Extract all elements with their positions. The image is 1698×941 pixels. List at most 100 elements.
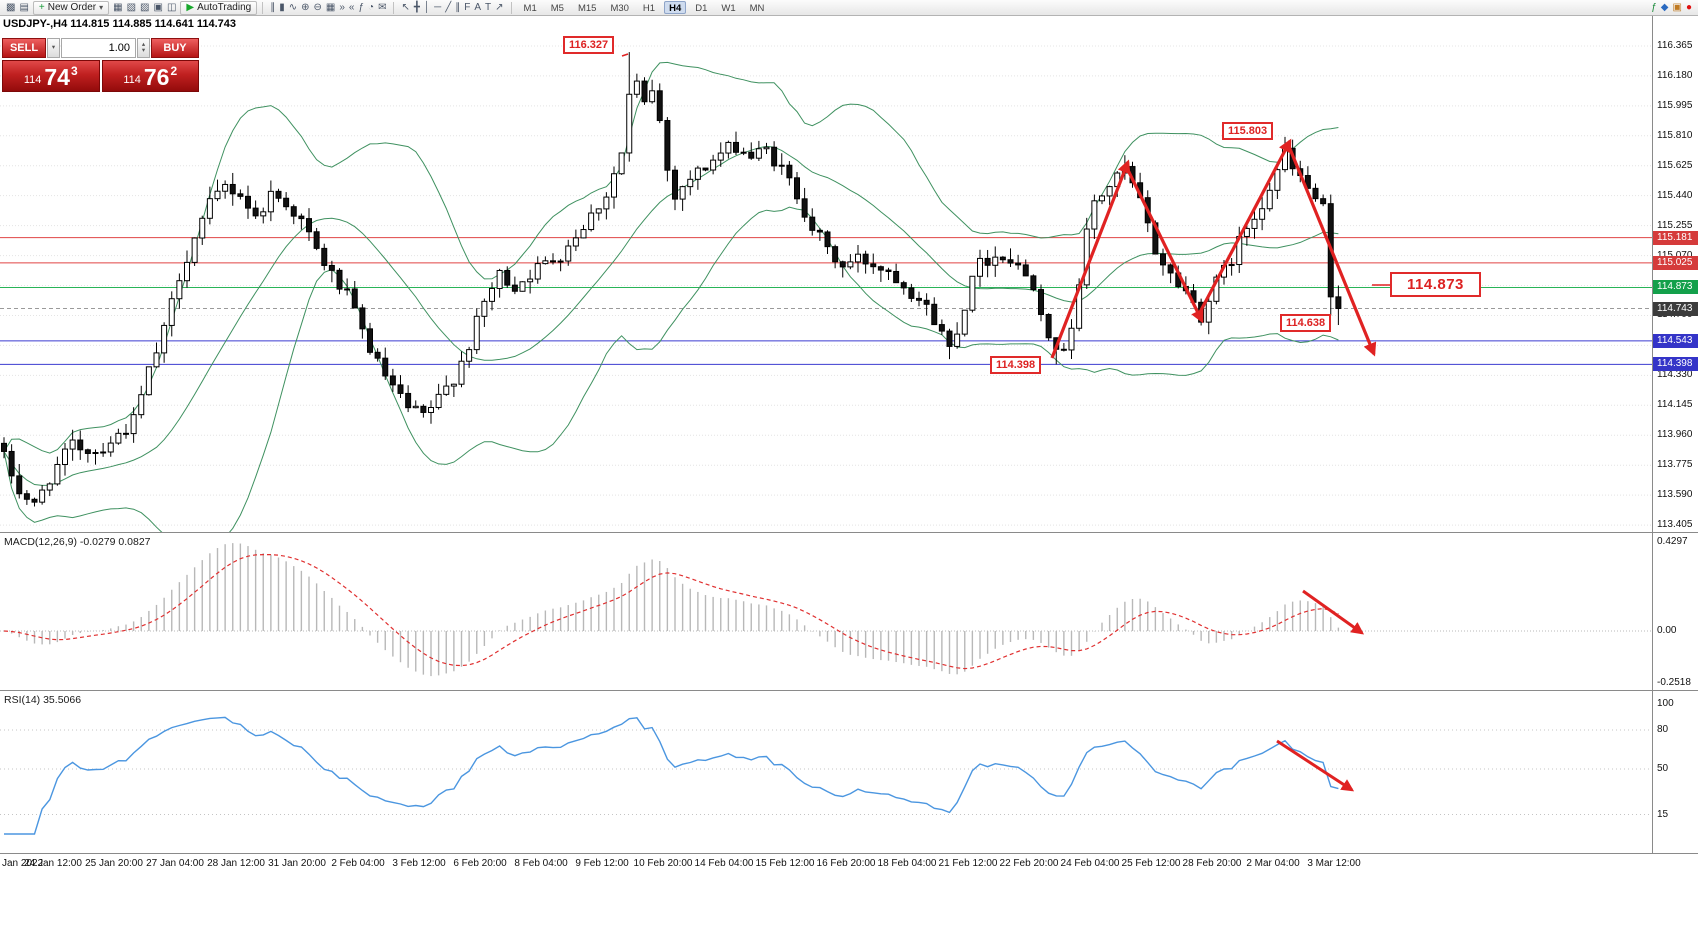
volume-increase-icon[interactable]: ▴ <box>141 41 146 48</box>
candles-layer <box>1 52 1342 507</box>
time-axis: Jan 2022 24 Jan 12:00 25 Jan 20:00 27 Jan 0… <box>0 853 1698 875</box>
price-annotation[interactable]: 114.398 <box>990 356 1042 374</box>
sell-options-caret[interactable]: ▾ <box>47 38 60 58</box>
chart-panel: USDJPY-,H4 114.815 114.885 114.641 114.7… <box>0 16 1698 532</box>
time-axis-label: 16 Feb 20:00 <box>816 858 876 869</box>
candlestick-chart-icon[interactable]: ▮ <box>279 1 285 13</box>
price-axis-label: 115.070 <box>1657 250 1692 262</box>
rsi-axis-label: 100 <box>1657 698 1674 709</box>
templates-icon[interactable]: ✉ <box>378 1 387 13</box>
timeframe-M5[interactable]: M5 <box>550 3 564 14</box>
time-axis-label: 24 Jan 12:00 <box>24 858 82 869</box>
price-axis-label: 113.405 <box>1657 519 1693 531</box>
market-watch-icon[interactable]: ▦ <box>113 1 123 13</box>
macd-panel: MACD(12,26,9) -0.0279 0.0827 0.4297 0.00 -… <box>0 532 1698 690</box>
time-axis-label: 25 Feb 12:00 <box>1121 858 1181 869</box>
macd-chart[interactable] <box>0 533 1652 690</box>
data-window-icon[interactable]: ▧ <box>126 1 137 13</box>
channel-icon[interactable]: ∥ <box>455 1 461 13</box>
price-annotation[interactable]: 114.638 <box>1280 314 1332 332</box>
price-annotation[interactable]: 114.873 <box>1390 272 1481 297</box>
fibonacci-icon[interactable]: F <box>464 1 471 13</box>
chart-ohlc-readout: USDJPY-,H4 114.815 114.885 114.641 114.7… <box>3 18 237 30</box>
caret-down-icon: ▾ <box>51 44 56 51</box>
bollinger-bands-layer <box>3 61 1339 532</box>
buy-price-display[interactable]: 114 76 2 <box>101 60 199 92</box>
buy-button[interactable]: BUY <box>151 38 199 58</box>
strategy-tester-icon[interactable]: ◫ <box>166 1 177 13</box>
time-axis-label: 2 Feb 04:00 <box>331 858 385 869</box>
chart-profiles-icon[interactable]: ▤ <box>19 1 29 13</box>
vertical-line-icon[interactable]: │ <box>423 1 431 13</box>
volume-input[interactable]: 1.00 <box>61 38 136 58</box>
chart-shift-icon[interactable]: « <box>348 1 355 13</box>
autotrading-button[interactable]: ▶ AutoTrading <box>180 0 258 15</box>
macd-histogram-layer <box>10 543 1340 677</box>
new-order-button[interactable]: + New Order ▾ <box>32 0 110 15</box>
time-axis-label: 21 Feb 12:00 <box>938 858 998 869</box>
autotrading-label: AutoTrading <box>197 2 252 13</box>
time-axis-label: 9 Feb 12:00 <box>575 858 629 869</box>
auto-scroll-icon[interactable]: » <box>339 1 345 13</box>
time-axis-label: 14 Feb 04:00 <box>694 858 754 869</box>
price-axis-tag: 115.181 <box>1653 230 1698 245</box>
line-chart-icon[interactable]: ∿ <box>288 1 298 13</box>
price-annotation[interactable]: 115.803 <box>1222 122 1274 140</box>
grid-layer <box>0 45 1652 526</box>
timeframe-H1[interactable]: H1 <box>642 3 656 14</box>
cursor-icon[interactable]: ↖ <box>401 1 410 13</box>
macd-trend-arrow <box>1302 589 1365 635</box>
bar-chart-icon[interactable]: ∥ <box>270 1 276 13</box>
text-icon[interactable]: A <box>474 1 482 13</box>
horizontal-line-icon[interactable]: ─ <box>434 1 442 13</box>
rsi-axis-label: 15 <box>1657 808 1669 820</box>
zoom-out-icon[interactable]: ⊖ <box>313 1 322 13</box>
trendline-icon[interactable]: ╱ <box>445 1 452 13</box>
record-icon[interactable]: ● <box>1685 1 1692 13</box>
rsi-axis-label: 50 <box>1657 763 1669 774</box>
time-axis-label: Jan 2022 <box>2 858 44 869</box>
time-axis-label: 27 Jan 04:00 <box>146 858 204 869</box>
timeframe-M15[interactable]: M15 <box>577 3 597 14</box>
timeframe-H4[interactable]: H4 <box>664 1 687 14</box>
alerts-icon[interactable]: ◆ <box>1660 1 1669 13</box>
timeframe-W1[interactable]: W1 <box>721 3 736 14</box>
new-chart-icon[interactable]: ▩ <box>6 1 16 13</box>
indicator-list-icon[interactable]: ƒ <box>1651 1 1657 13</box>
buy-price-prefix: 114 <box>123 74 141 86</box>
price-annotation[interactable]: 116.327 <box>563 36 615 54</box>
price-axis-label: 116.365 <box>1657 39 1693 51</box>
price-axis-label: 116.180 <box>1657 69 1693 81</box>
news-icon[interactable]: ▣ <box>1672 1 1682 13</box>
navigator-icon[interactable]: ▨ <box>140 1 150 13</box>
zoom-in-icon[interactable]: ⊕ <box>301 1 310 13</box>
price-axis-label: 113.590 <box>1657 489 1693 501</box>
terminal-icon[interactable]: ▣ <box>153 1 163 13</box>
volume-spinner[interactable]: ▴ ▾ <box>137 38 150 58</box>
new-order-label: New Order <box>47 2 97 13</box>
rsi-chart[interactable] <box>0 691 1652 853</box>
toolbar-separator <box>393 1 395 14</box>
sell-price-display[interactable]: 114 74 3 <box>2 60 100 92</box>
timeframe-D1[interactable]: D1 <box>695 3 708 14</box>
timeframe-M30[interactable]: M30 <box>610 3 629 14</box>
indicators-icon[interactable]: ƒ <box>358 1 365 13</box>
sell-price-point: 3 <box>70 64 78 78</box>
text-label-icon[interactable]: T <box>485 1 492 13</box>
price-axis-tag: 114.873 <box>1653 280 1698 295</box>
rsi-panel: RSI(14) 35.5066 100 80 50 15 <box>0 690 1698 853</box>
tile-windows-icon[interactable]: ▦ <box>325 1 336 13</box>
time-axis-label: 2 Mar 04:00 <box>1246 858 1300 869</box>
sell-button[interactable]: SELL <box>2 38 46 58</box>
time-axis-label: 25 Jan 20:00 <box>85 858 143 869</box>
timeframe-M1[interactable]: M1 <box>523 3 537 14</box>
periods-icon[interactable]: ◔ <box>368 1 375 13</box>
timeframe-MN[interactable]: MN <box>749 3 765 14</box>
arrows-icon[interactable]: ↗ <box>495 1 504 13</box>
time-axis-label: 6 Feb 20:00 <box>453 858 507 869</box>
toolbar-file-group: ▩ ▤ <box>4 1 31 15</box>
time-axis-label: 28 Jan 12:00 <box>207 858 265 869</box>
volume-decrease-icon[interactable]: ▾ <box>141 47 146 54</box>
crosshair-icon[interactable]: ╋ <box>413 1 420 13</box>
price-chart[interactable] <box>0 16 1652 532</box>
